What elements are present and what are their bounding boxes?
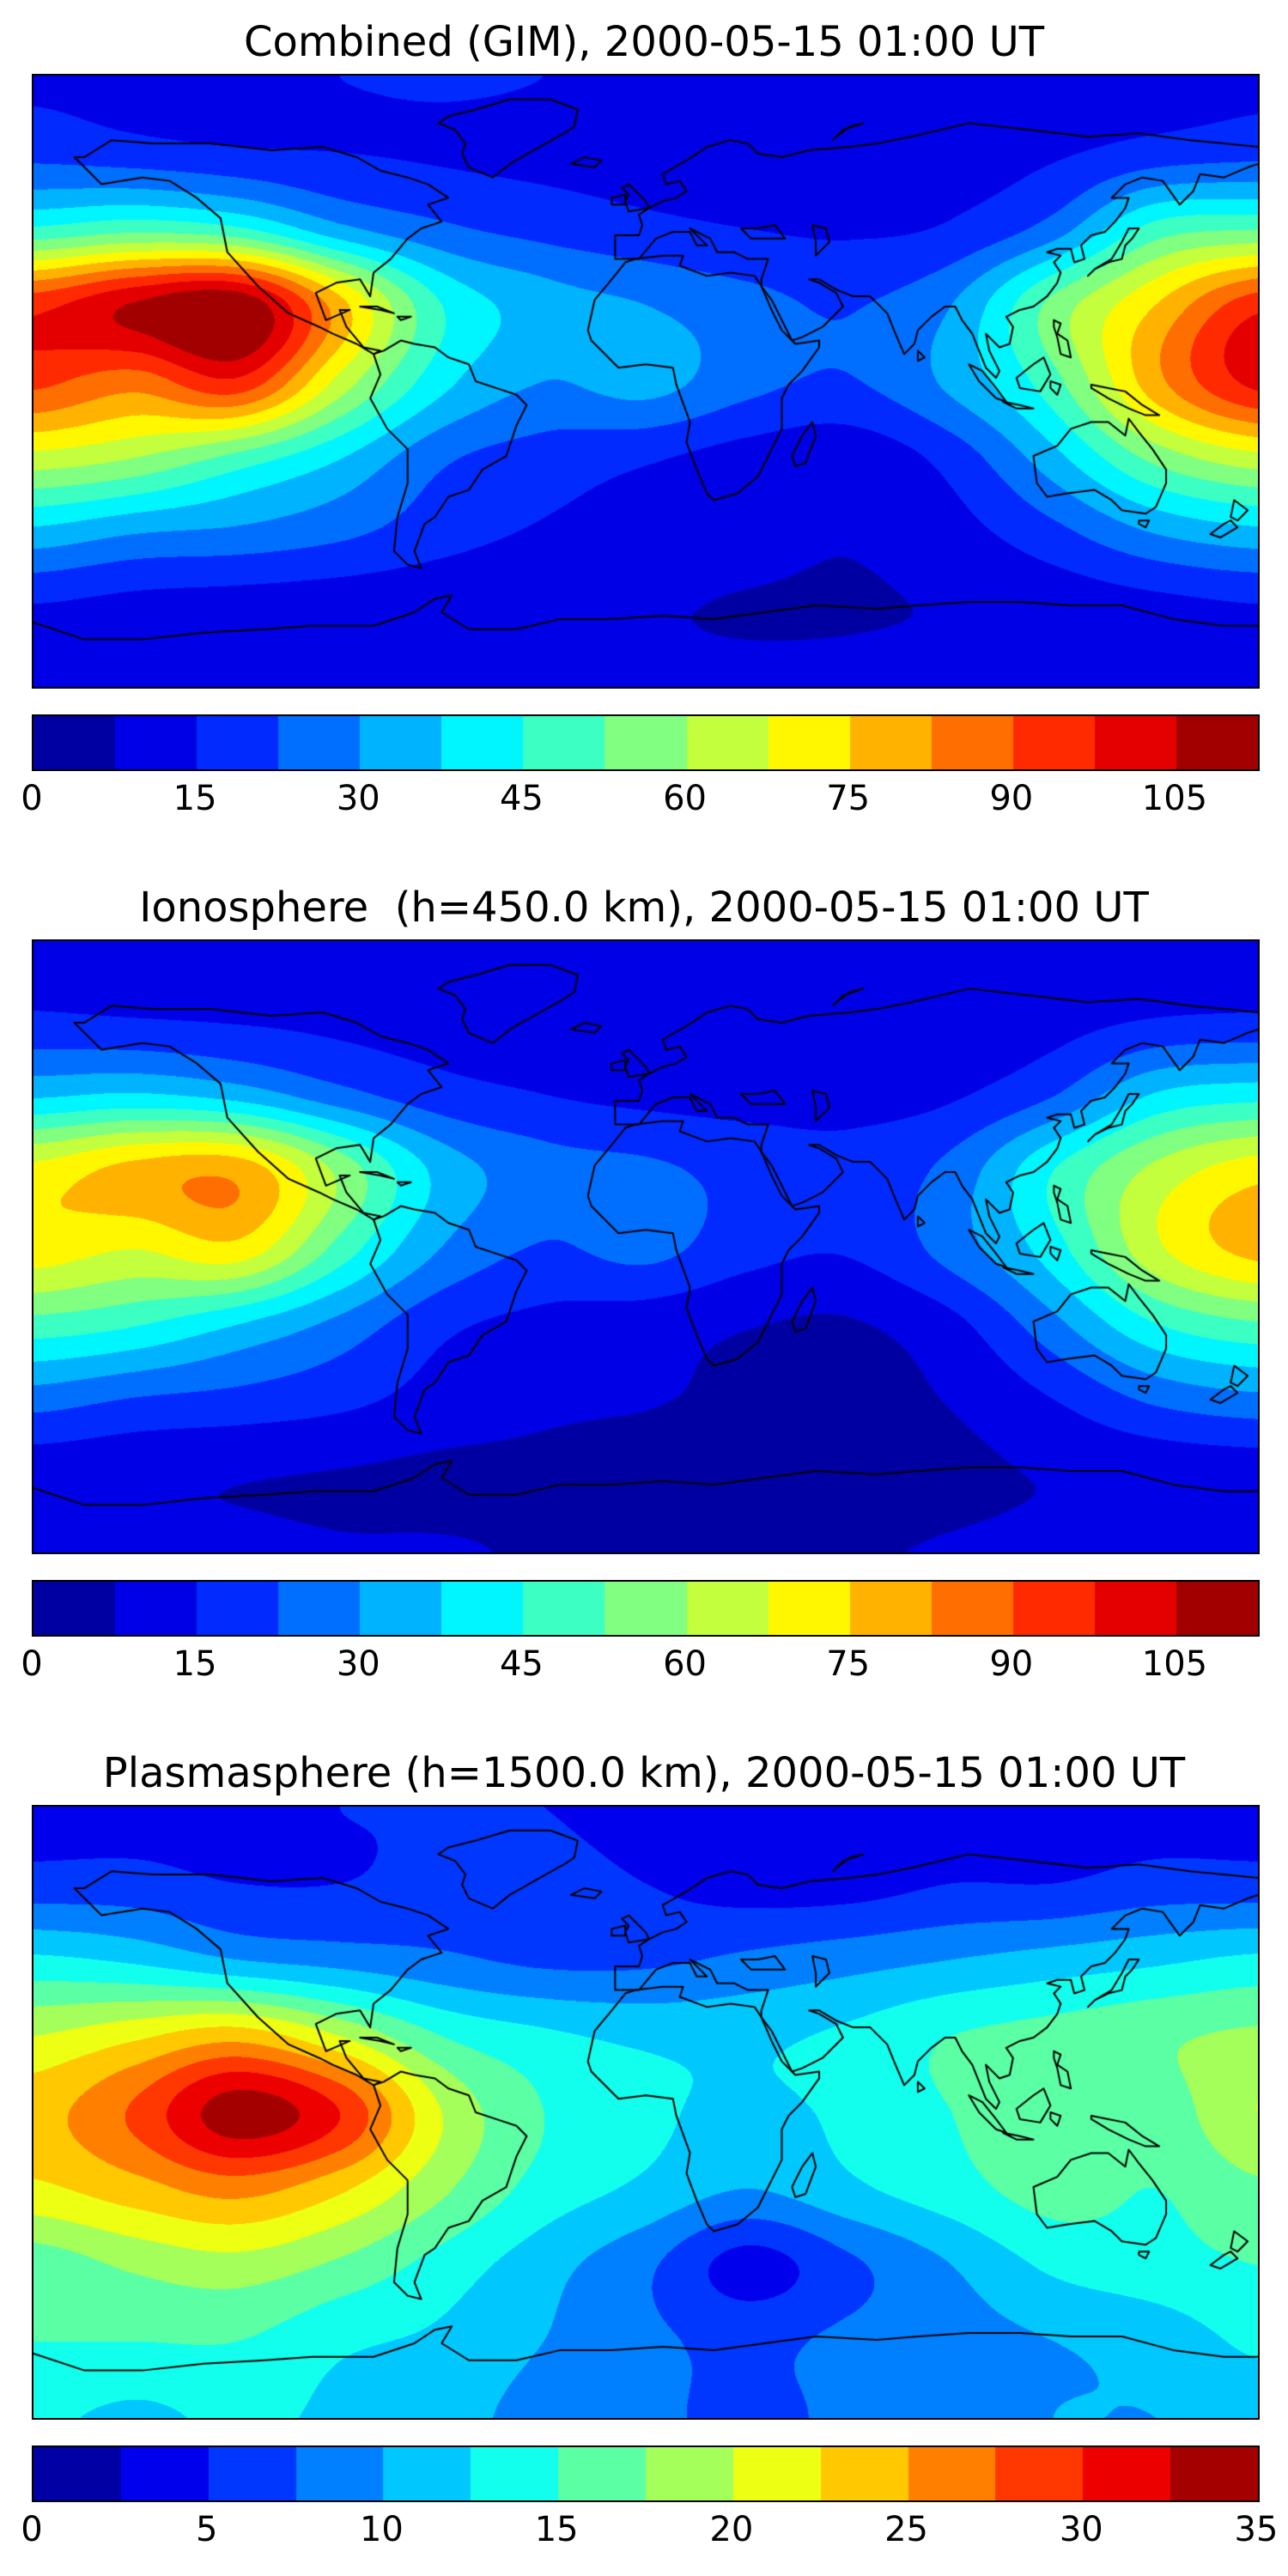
colorbar-ticks-plasmasphere: 0 5 10 15 20 25 30 35 <box>21 2507 1278 2555</box>
colorbar-tick-label: 90 <box>989 779 1034 818</box>
colorbar-tick-label: 0 <box>21 1644 43 1684</box>
map-canvas-plasmasphere <box>33 1807 1258 2418</box>
colorbar-tick-label: 0 <box>21 779 43 818</box>
colorbar-canvas-combined <box>33 716 1258 769</box>
colorbar-canvas-plasmasphere <box>33 2447 1258 2500</box>
colorbar-tick-label: 90 <box>989 1644 1034 1684</box>
colorbar-tick-label: 105 <box>1141 779 1208 818</box>
colorbar-ticks-combined: 0 15 30 45 60 75 90 105 <box>21 776 1256 824</box>
colorbar-ticks-ionosphere: 0 15 30 45 60 75 90 105 <box>21 1642 1256 1690</box>
map-frame-ionosphere <box>32 939 1260 1554</box>
colorbar-tick-label: 60 <box>663 779 707 818</box>
colorbar-tick-label: 105 <box>1141 1644 1208 1684</box>
panel-ionosphere: Ionosphere (h=450.0 km), 2000-05-15 01:0… <box>21 881 1260 1690</box>
map-canvas-ionosphere <box>33 941 1258 1552</box>
map-frame-plasmasphere <box>32 1805 1260 2420</box>
colorbar-frame-ionosphere <box>32 1580 1260 1637</box>
colorbar-tick-label: 35 <box>1234 2510 1279 2549</box>
colorbar-tick-label: 30 <box>336 1644 380 1684</box>
colorbar-tick-label: 15 <box>534 2510 579 2549</box>
colorbar-tick-label: 30 <box>336 779 380 818</box>
colorbar-tick-label: 60 <box>663 1644 707 1684</box>
panel-title-ionosphere: Ionosphere (h=450.0 km), 2000-05-15 01:0… <box>139 884 1149 932</box>
map-frame-combined <box>32 74 1260 689</box>
map-canvas-combined <box>33 76 1258 687</box>
colorbar-tick-label: 10 <box>359 2510 404 2549</box>
panel-title-plasmasphere: Plasmasphere (h=1500.0 km), 2000-05-15 0… <box>102 1749 1186 1797</box>
colorbar-tick-label: 45 <box>499 779 544 818</box>
panel-combined: Combined (GIM), 2000-05-15 01:00 UT 0 15 3… <box>21 15 1260 824</box>
panel-plasmasphere: Plasmasphere (h=1500.0 km), 2000-05-15 0… <box>21 1747 1278 2555</box>
colorbar-tick-label: 45 <box>499 1644 544 1684</box>
colorbar-tick-label: 25 <box>884 2510 929 2549</box>
colorbar-tick-label: 30 <box>1059 2510 1103 2549</box>
colorbar-tick-label: 15 <box>173 779 217 818</box>
colorbar-canvas-ionosphere <box>33 1582 1258 1635</box>
colorbar-frame-plasmasphere <box>32 2445 1260 2502</box>
colorbar-tick-label: 75 <box>826 779 871 818</box>
colorbar-tick-label: 20 <box>709 2510 754 2549</box>
panel-title-combined: Combined (GIM), 2000-05-15 01:00 UT <box>243 18 1045 66</box>
colorbar-tick-label: 15 <box>173 1644 217 1684</box>
colorbar-tick-label: 5 <box>195 2510 218 2549</box>
colorbar-frame-combined <box>32 714 1260 771</box>
colorbar-tick-label: 0 <box>21 2510 43 2549</box>
colorbar-tick-label: 75 <box>826 1644 871 1684</box>
